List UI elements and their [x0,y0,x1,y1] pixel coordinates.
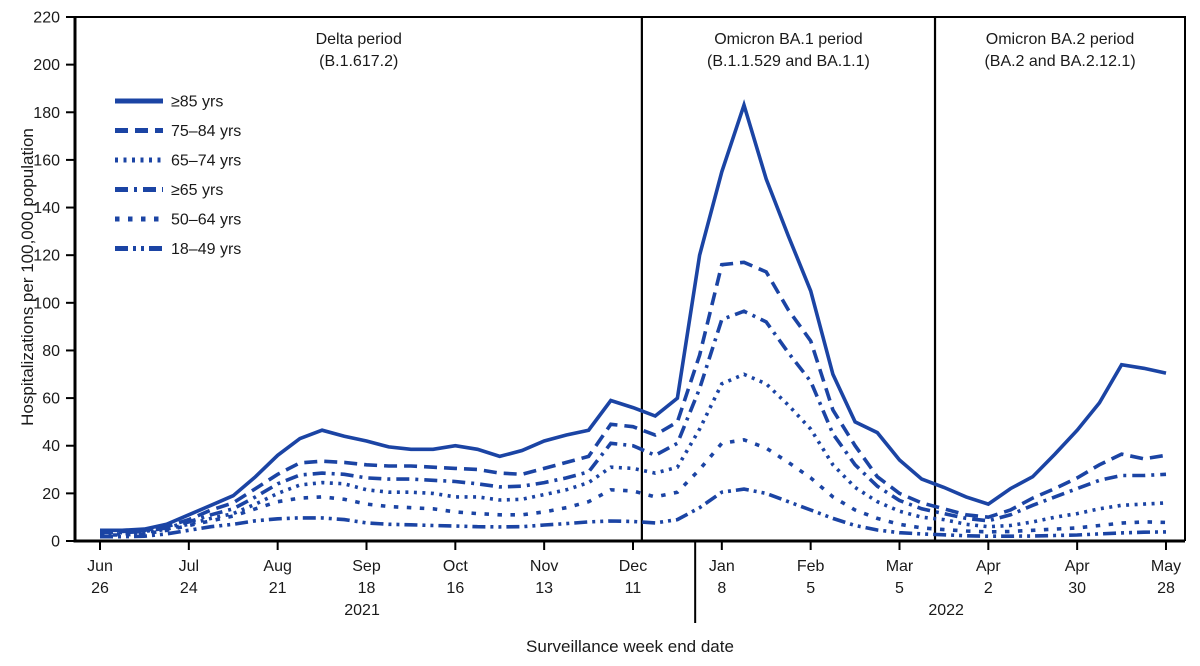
x-tick-month-label: Sep [352,558,381,575]
period-label-line1: Omicron BA.2 period [986,31,1135,48]
y-tick-label: 80 [42,343,60,360]
period-label-line1: Omicron BA.1 period [714,31,863,48]
legend-label-1: 75–84 yrs [171,123,241,140]
x-tick-month-label: Mar [886,558,914,575]
x-tick-day-label: 21 [269,580,287,597]
y-tick-label: 140 [33,200,60,217]
x-tick-month-label: Jan [709,558,735,575]
x-tick-month-label: Feb [797,558,825,575]
y-tick-label: 180 [33,105,60,122]
period-label-line2: (B.1.1.529 and BA.1.1) [707,53,870,70]
period-label-line1: Delta period [316,31,402,48]
year-label: 2022 [928,602,964,619]
legend-label-0: ≥85 yrs [171,94,223,111]
x-tick-month-label: Dec [619,558,647,575]
x-tick-month-label: Jun [87,558,113,575]
year-label: 2021 [344,602,380,619]
x-tick-month-label: Aug [263,558,291,575]
y-tick-label: 160 [33,152,60,169]
x-tick-month-label: Apr [1065,558,1091,575]
x-tick-day-label: 8 [717,580,726,597]
x-tick-month-label: Oct [443,558,468,575]
x-tick-day-label: 18 [358,580,376,597]
series-line-5 [100,487,1167,539]
x-tick-month-label: Nov [530,558,558,575]
y-tick-label: 40 [42,438,60,455]
plot-frame-top-right [75,16,1186,541]
x-tick-day-label: 28 [1157,580,1175,597]
y-axis-title: Hospitalizations per 100,000 population [18,128,37,426]
series-line-0 [100,99,1167,533]
x-tick-month-label: May [1151,558,1181,575]
y-tick-label: 60 [42,391,60,408]
x-axis-title: Surveillance week end date [526,637,734,656]
series-line-3 [100,309,1167,535]
period-label-line2: (B.1.617.2) [319,53,398,70]
x-tick-month-label: Apr [976,558,1002,575]
legend-label-3: ≥65 yrs [171,182,223,199]
x-tick-day-label: 5 [895,580,904,597]
x-tick-day-label: 26 [91,580,109,597]
legend-label-4: 50–64 yrs [171,212,241,229]
x-tick-day-label: 13 [535,580,553,597]
legend-label-5: 18–49 yrs [171,241,241,258]
x-tick-day-label: 24 [180,580,198,597]
x-tick-day-label: 16 [446,580,464,597]
x-tick-day-label: 30 [1068,580,1086,597]
y-tick-label: 120 [33,248,60,265]
series-line-1 [100,260,1167,534]
x-tick-day-label: 11 [625,580,642,597]
y-tick-label: 220 [33,10,60,27]
y-tick-label: 200 [33,57,60,74]
legend-label-2: 65–74 yrs [171,153,241,170]
y-tick-label: 100 [33,295,60,312]
y-tick-label: 0 [51,534,60,551]
plot-frame-axes [73,17,1185,543]
period-label-line2: (BA.2 and BA.2.12.1) [984,53,1135,70]
y-tick-label: 20 [42,486,60,503]
x-tick-month-label: Jul [179,558,199,575]
x-tick-day-label: 5 [806,580,815,597]
x-tick-day-label: 2 [984,580,993,597]
